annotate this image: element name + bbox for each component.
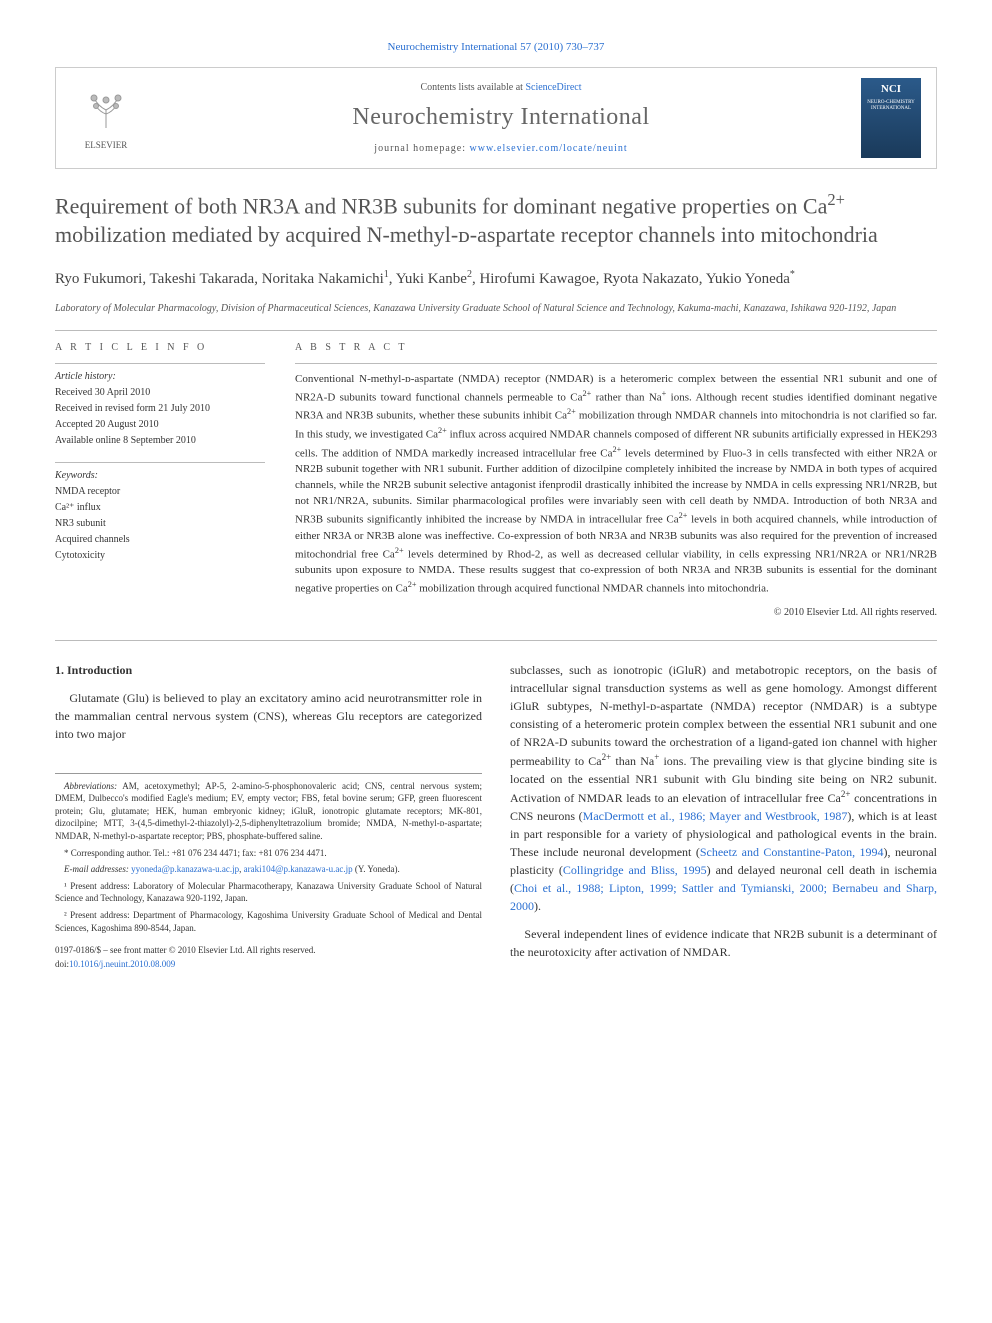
journal-name: Neurochemistry International [141, 101, 861, 135]
section-title: 1. Introduction [55, 661, 482, 679]
sciencedirect-link[interactable]: ScienceDirect [525, 82, 581, 93]
history-item: Received 30 April 2010 [55, 386, 265, 400]
copyright-line: © 2010 Elsevier Ltd. All rights reserved… [295, 606, 937, 620]
body-column-left: 1. Introduction Glutamate (Glu) is belie… [55, 661, 482, 972]
keyword: NMDA receptor [55, 485, 265, 499]
contents-available: Contents lists available at ScienceDirec… [141, 81, 861, 95]
email-link[interactable]: araki104@p.kanazawa-u.ac.jp [244, 864, 353, 874]
body-paragraph: Several independent lines of evidence in… [510, 925, 937, 961]
abstract-head: A B S T R A C T [295, 341, 937, 355]
footnotes-block: Abbreviations: AM, acetoxymethyl; AP-5, … [55, 773, 482, 935]
history-label: Article history: [55, 370, 265, 384]
article-info-head: A R T I C L E I N F O [55, 341, 265, 355]
email-footnote: E-mail addresses: yyoneda@p.kanazawa-u.a… [55, 863, 482, 876]
history-item: Received in revised form 21 July 2010 [55, 402, 265, 416]
divider [55, 330, 937, 331]
doi-link[interactable]: 10.1016/j.neuint.2010.08.009 [69, 959, 175, 969]
abstract-block: A B S T R A C T Conventional N-methyl-ᴅ-… [295, 341, 937, 620]
article-title: Requirement of both NR3A and NR3B subuni… [55, 189, 937, 250]
journal-ref-link[interactable]: Neurochemistry International 57 (2010) 7… [388, 41, 605, 53]
publisher-logo[interactable]: ELSEVIER [71, 85, 141, 152]
keyword: Ca²⁺ influx [55, 501, 265, 515]
abstract-text: Conventional N-methyl-ᴅ-aspartate (NMDA)… [295, 372, 937, 598]
footnote-2: ² Present address: Department of Pharmac… [55, 909, 482, 934]
journal-header: ELSEVIER Contents lists available at Sci… [55, 67, 937, 169]
cover-title: NEURO-CHEMISTRY INTERNATIONAL [865, 100, 917, 112]
elsevier-tree-icon [81, 85, 131, 135]
keyword: NR3 subunit [55, 517, 265, 531]
history-item: Available online 8 September 2010 [55, 434, 265, 448]
publisher-name: ELSEVIER [85, 140, 128, 150]
authors-list: Ryo Fukumori, Takeshi Takarada, Noritaka… [55, 268, 937, 290]
email-link[interactable]: yyoneda@p.kanazawa-u.ac.jp [131, 864, 239, 874]
corresponding-author-footnote: * Corresponding author. Tel.: +81 076 23… [55, 847, 482, 860]
body-paragraph: Glutamate (Glu) is believed to play an e… [55, 689, 482, 743]
cover-abbr: NCI [865, 82, 917, 97]
body-paragraph: subclasses, such as ionotropic (iGluR) a… [510, 661, 937, 915]
homepage-link[interactable]: www.elsevier.com/locate/neuint [470, 143, 628, 154]
keyword: Cytotoxicity [55, 549, 265, 563]
journal-cover-thumbnail[interactable]: NCI NEURO-CHEMISTRY INTERNATIONAL [861, 78, 921, 158]
copyright-footer: 0197-0186/$ – see front matter © 2010 El… [55, 944, 482, 971]
body-column-right: subclasses, such as ionotropic (iGluR) a… [510, 661, 937, 972]
history-item: Accepted 20 August 2010 [55, 418, 265, 432]
affiliation: Laboratory of Molecular Pharmacology, Di… [55, 302, 937, 316]
footnote-1: ¹ Present address: Laboratory of Molecul… [55, 880, 482, 905]
abbreviations-footnote: Abbreviations: AM, acetoxymethyl; AP-5, … [55, 780, 482, 843]
keyword: Acquired channels [55, 533, 265, 547]
article-info-block: A R T I C L E I N F O Article history: R… [55, 341, 265, 620]
journal-reference: Neurochemistry International 57 (2010) 7… [55, 40, 937, 55]
keywords-label: Keywords: [55, 469, 265, 483]
journal-homepage: journal homepage: www.elsevier.com/locat… [141, 142, 861, 156]
